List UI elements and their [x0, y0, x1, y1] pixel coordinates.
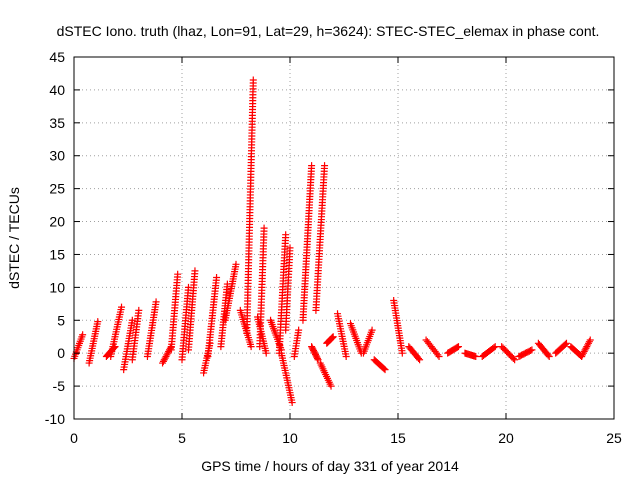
data-point: [191, 267, 199, 275]
data-point: [578, 352, 586, 360]
data-point: [511, 356, 519, 364]
data-point: [308, 162, 316, 170]
x-tick-label: 15: [390, 430, 406, 446]
plot-frame: [73, 56, 615, 420]
data-point: [416, 356, 424, 364]
x-tick-label: 0: [70, 430, 78, 446]
data-point: [580, 348, 588, 356]
data-point: [159, 357, 167, 365]
data-point: [584, 341, 592, 349]
data-point: [579, 349, 587, 357]
grid: [74, 57, 614, 419]
data-point: [295, 326, 303, 334]
y-tick-label: -10: [45, 411, 65, 427]
y-tick-label: 35: [49, 115, 65, 131]
data-point: [381, 366, 389, 374]
y-tick-label: 15: [49, 246, 65, 262]
data-point: [586, 336, 594, 344]
y-axis-label: dSTEC / TECUs: [6, 187, 22, 289]
data-point: [398, 349, 406, 357]
data-point: [329, 333, 337, 341]
data-point: [434, 351, 442, 359]
data-point: [368, 326, 376, 334]
data-point: [79, 331, 87, 339]
data-point: [282, 231, 290, 239]
data-point: [313, 354, 321, 362]
data-point: [288, 399, 296, 407]
y-tick-label: 40: [49, 82, 65, 98]
data-point: [562, 339, 570, 347]
data-point: [342, 352, 350, 360]
data-point: [583, 343, 591, 351]
y-tick-label: 10: [49, 279, 65, 295]
data-point: [163, 351, 171, 359]
data-point: [585, 338, 593, 346]
y-tick-label: 0: [57, 345, 65, 361]
data-point: [528, 346, 536, 354]
data-point: [453, 343, 461, 351]
x-tick-label: 10: [282, 430, 298, 446]
data-point: [544, 351, 552, 359]
data-point: [128, 316, 136, 324]
x-tick-label: 25: [606, 430, 622, 446]
x-axis-label: GPS time / hours of day 331 of year 2014: [201, 458, 459, 474]
data-point: [454, 343, 462, 351]
data-point: [118, 303, 126, 311]
data-point: [160, 356, 168, 364]
data-point: [166, 344, 174, 352]
data-point: [490, 344, 498, 352]
data-point: [161, 354, 169, 362]
data-point: [262, 349, 270, 357]
data-point: [135, 306, 143, 314]
data-point: [491, 343, 499, 351]
axis-ticks: -10 -5 0 5 10 15 20 25 30 35 40 45 0 5 10 15 20 25: [45, 49, 622, 446]
data-point: [232, 260, 240, 268]
data-point: [509, 354, 517, 362]
data-point: [162, 352, 170, 360]
data-point: [472, 352, 480, 360]
chart-title: dSTEC Iono. truth (lhaz, Lon=91, Lat=29,…: [57, 23, 600, 39]
y-tick-label: -5: [53, 378, 66, 394]
y-tick-label: 30: [49, 148, 65, 164]
data-point: [329, 333, 337, 341]
data-point: [585, 339, 593, 347]
data-point: [247, 343, 255, 351]
data-point: [286, 244, 294, 252]
data-point: [152, 298, 160, 306]
x-tick-label: 5: [178, 430, 186, 446]
data-point: [249, 76, 257, 84]
y-tick-label: 5: [57, 312, 65, 328]
data-points: [70, 76, 594, 407]
data-point: [164, 349, 172, 357]
data-point: [94, 318, 102, 326]
x-tick-label: 20: [498, 430, 514, 446]
data-point: [328, 334, 336, 342]
y-tick-label: 45: [49, 49, 65, 65]
data-point: [327, 382, 335, 390]
data-point: [213, 273, 221, 281]
data-point: [174, 270, 182, 278]
data-point: [260, 224, 268, 232]
data-point: [545, 352, 553, 360]
data-point: [159, 359, 167, 367]
data-point: [581, 346, 589, 354]
data-point: [561, 340, 569, 348]
data-point: [415, 354, 423, 362]
data-point: [578, 351, 586, 359]
data-point: [380, 365, 388, 373]
data-point: [582, 344, 590, 352]
data-point: [321, 162, 329, 170]
y-tick-label: 25: [49, 181, 65, 197]
data-point: [527, 347, 535, 355]
data-point: [435, 352, 443, 360]
y-tick-label: 20: [49, 214, 65, 230]
